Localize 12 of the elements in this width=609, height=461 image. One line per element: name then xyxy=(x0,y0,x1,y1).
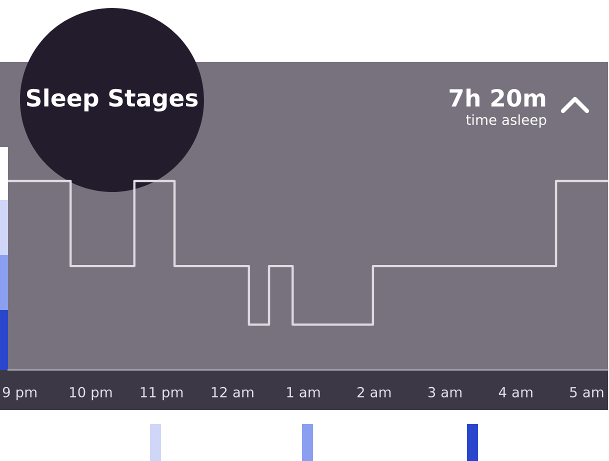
x-tick-label: 4 am xyxy=(498,387,532,398)
x-tick-label: 2 am xyxy=(358,386,391,398)
chart-title: Sleep Stages xyxy=(26,88,198,112)
text: 7h 20m xyxy=(450,88,546,107)
x-tick-label: 5 am xyxy=(570,387,604,398)
x-tick-label: 9 pm xyxy=(2,386,36,400)
x-tick-label: 10 pm xyxy=(70,386,112,400)
x-tick-label: 1 am xyxy=(287,387,320,398)
text: time asleep xyxy=(466,114,546,128)
x-tick-label: 11 pm xyxy=(140,387,183,400)
x-tick-label: 12 am xyxy=(212,386,254,398)
x-tick-label: 3 am xyxy=(428,386,462,398)
